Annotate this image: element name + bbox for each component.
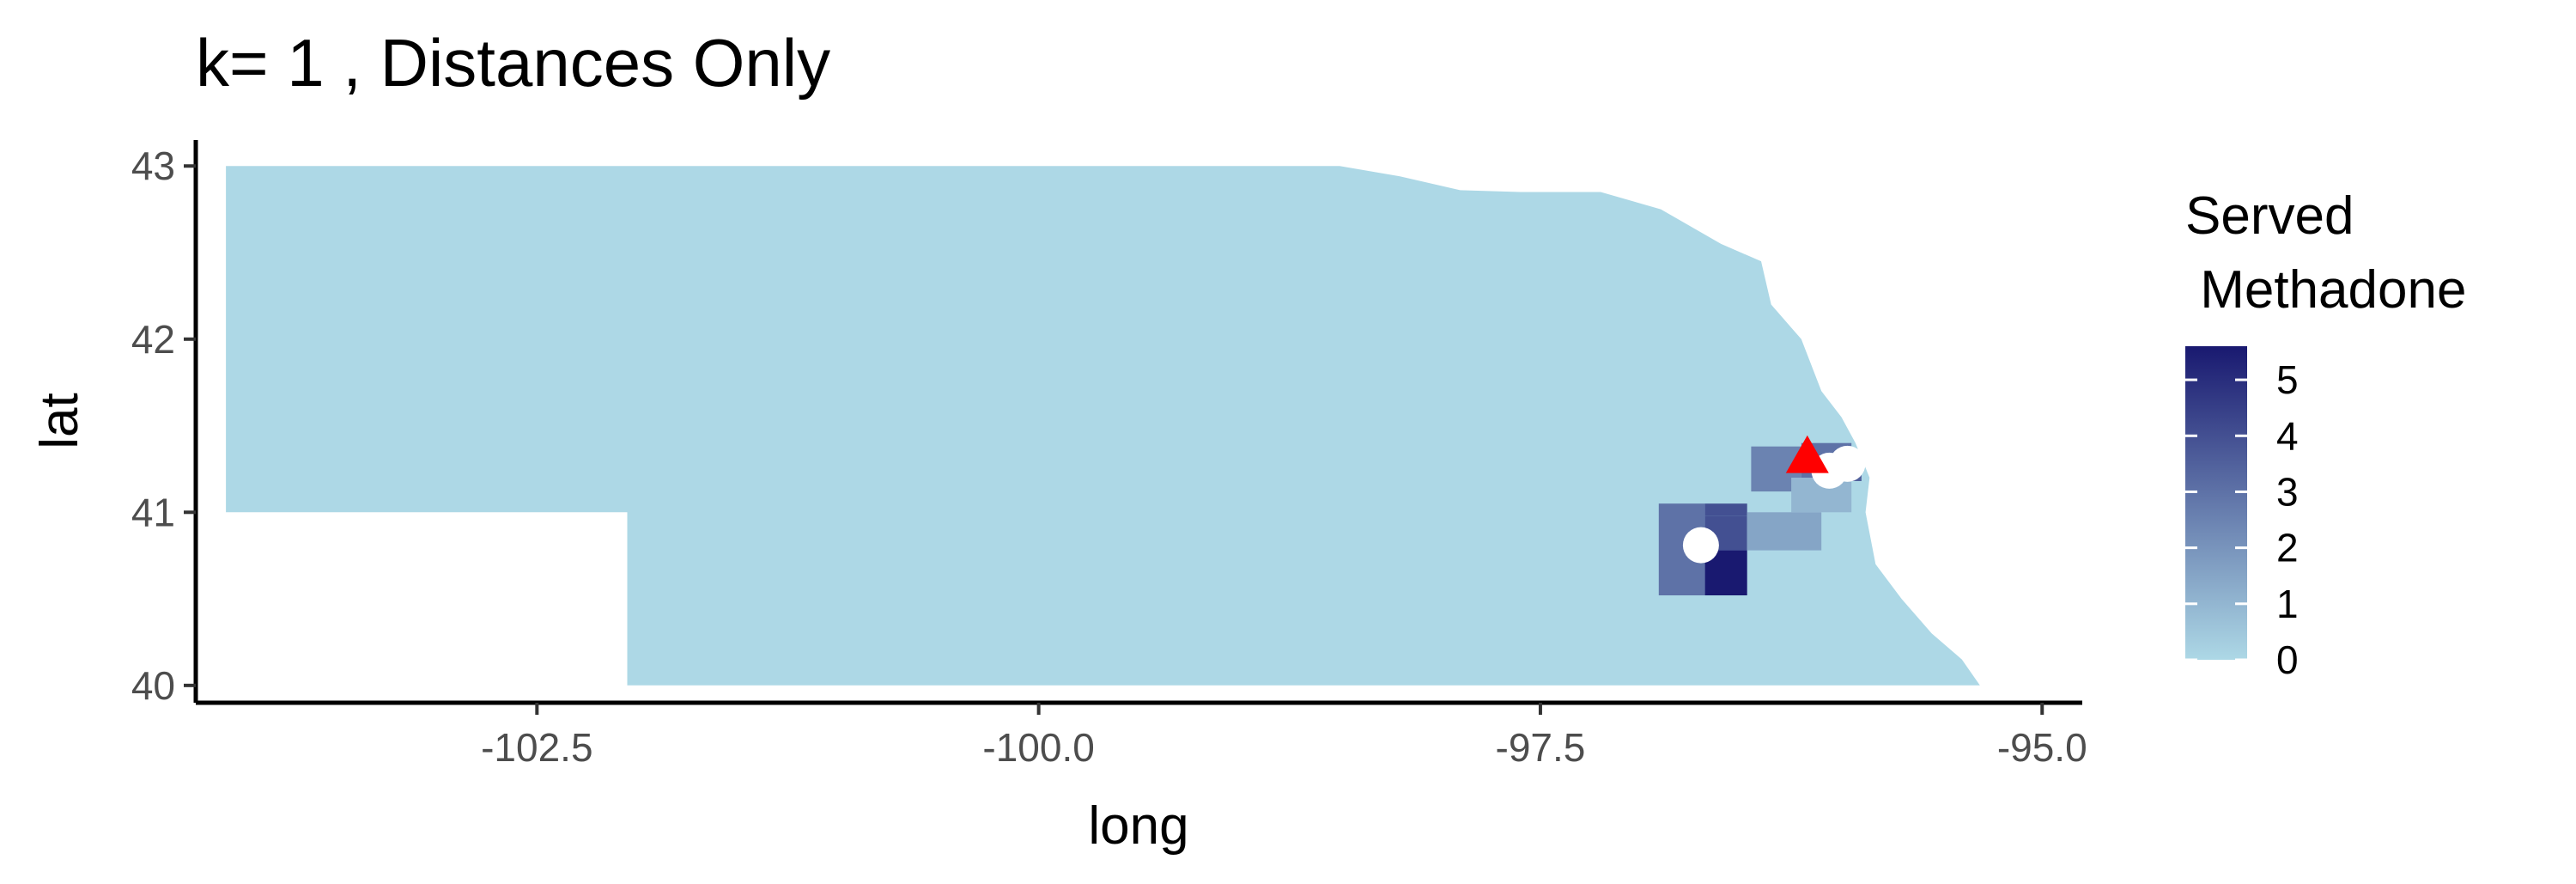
chart-title: k= 1 , Distances Only	[196, 25, 830, 101]
x-tick-label-4: -95.0	[1997, 725, 2087, 770]
marker-layer	[1682, 435, 1866, 564]
legend-ticks: 0 1 2 3 4 5	[2185, 357, 2299, 682]
y-tick-label-4: 43	[131, 143, 175, 188]
legend-label-1: 0	[2276, 637, 2299, 682]
x-axis-title: long	[1088, 796, 1188, 856]
map-layer	[226, 166, 1980, 686]
y-axis-ticks: 40 41 42 43	[131, 143, 196, 708]
origin-marker-4	[1785, 435, 1829, 473]
y-tick-label-3: 42	[131, 317, 175, 362]
y-tick-label-1: 40	[131, 663, 175, 708]
legend-title-line-1: Served	[2185, 186, 2354, 246]
legend-label-2: 1	[2276, 582, 2299, 626]
legend-label-4: 3	[2276, 469, 2299, 514]
facility-marker-1	[1682, 527, 1719, 564]
x-tick-label-1: -102.5	[481, 725, 592, 770]
y-tick-label-2: 41	[131, 490, 175, 534]
legend-colorbar	[2185, 346, 2247, 660]
facility-marker-3	[1829, 445, 1866, 482]
served-region-5	[1747, 512, 1822, 551]
legend-label-5: 4	[2276, 413, 2299, 458]
legend-label-6: 5	[2276, 357, 2299, 402]
y-axis-title: lat	[30, 393, 89, 448]
x-tick-label-3: -97.5	[1496, 725, 1586, 770]
x-tick-label-2: -100.0	[982, 725, 1094, 770]
state-region	[226, 166, 1980, 686]
x-axis-ticks: -102.5 -100.0 -97.5 -95.0	[481, 703, 2087, 770]
served-region-2	[1704, 503, 1747, 516]
legend-label-3: 2	[2276, 526, 2299, 570]
legend: Served Methadone 0 1 2 3 4 5	[2185, 186, 2466, 682]
legend-title-line-2: Methadone	[2185, 260, 2466, 320]
